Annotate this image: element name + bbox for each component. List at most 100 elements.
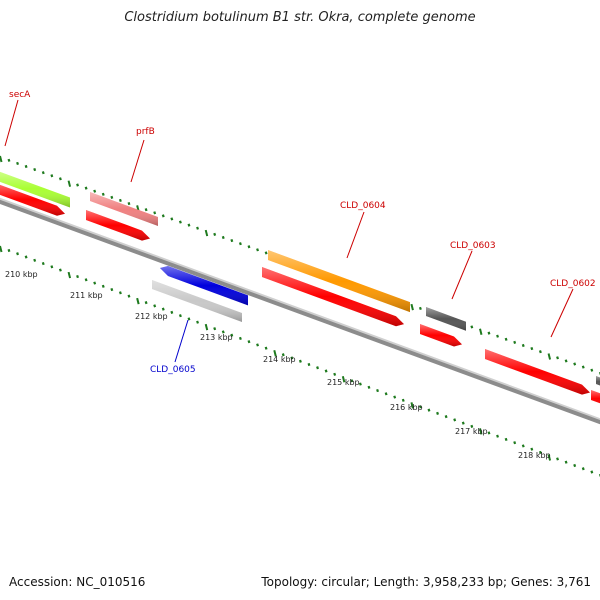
minor-tick (530, 447, 534, 451)
minor-tick (427, 408, 431, 412)
minor-tick (470, 325, 474, 329)
gene-label-layer: secA prfB CLD_0605 CLD_0604 CLD_0603 CLD… (4, 90, 596, 375)
major-tick (410, 303, 414, 311)
minor-tick (384, 392, 388, 396)
minor-tick (178, 314, 182, 318)
minor-tick (590, 470, 594, 474)
major-tick (341, 376, 346, 383)
gene-label-leader (550, 288, 574, 338)
minor-tick (418, 306, 422, 311)
minor-tick (281, 353, 285, 357)
minor-tick (153, 211, 157, 215)
map-title: Clostridium botulinum B1 str. Okra, comp… (124, 10, 476, 25)
gene-secA-feature[interactable] (0, 170, 70, 208)
gene-CLD_0604-feature[interactable] (268, 250, 410, 313)
minor-tick (161, 214, 165, 218)
minor-tick (564, 460, 568, 464)
minor-tick (513, 441, 517, 445)
gene-label-leader (130, 139, 145, 183)
minor-tick (504, 437, 508, 442)
minor-tick (170, 217, 174, 221)
minor-tick (24, 164, 28, 169)
major-tick (0, 245, 3, 253)
tick-label: 218 kbp (518, 451, 551, 460)
minor-tick (521, 343, 525, 348)
gene-label[interactable]: CLD_0605 (150, 365, 196, 375)
gene-label[interactable]: CLD_0604 (340, 201, 386, 211)
minor-tick (153, 304, 157, 308)
minor-tick (350, 379, 354, 383)
minor-tick (401, 398, 405, 402)
minor-tick (118, 291, 122, 295)
minor-tick (444, 415, 448, 419)
minor-tick (264, 251, 268, 255)
major-tick (136, 297, 140, 305)
minor-tick (84, 278, 88, 282)
minor-tick (461, 421, 465, 425)
minor-tick (393, 395, 397, 399)
minor-tick (76, 274, 79, 279)
minor-tick (93, 281, 97, 285)
gene-next-feature[interactable] (596, 376, 600, 388)
gene-CLD_0605-feature[interactable] (160, 265, 248, 306)
gene-label-leader (346, 211, 365, 259)
major-tick (0, 155, 3, 163)
minor-tick (247, 245, 251, 249)
minor-tick (358, 382, 362, 386)
minor-tick (298, 359, 302, 363)
minor-tick (213, 327, 217, 331)
minor-tick (178, 220, 182, 224)
cds-secA-feature[interactable] (0, 183, 65, 216)
minor-tick (247, 340, 251, 344)
minor-tick (316, 366, 319, 370)
gene-label[interactable]: prfB (136, 127, 155, 137)
minor-tick (264, 346, 268, 350)
gene-label[interactable]: secA (9, 90, 31, 100)
minor-tick (16, 161, 19, 166)
genome-stats-text: Topology: circular; Length: 3,958,233 bp… (261, 575, 591, 589)
gene-label[interactable]: CLD_0603 (450, 241, 496, 251)
minor-tick (24, 255, 28, 259)
feature-layer (0, 170, 600, 407)
minor-tick (58, 268, 62, 272)
minor-tick (556, 457, 559, 461)
minor-tick (436, 411, 439, 415)
minor-tick (307, 362, 311, 367)
minor-tick (556, 356, 559, 360)
minor-tick (496, 334, 499, 338)
gene-prfB-feature[interactable] (90, 192, 158, 226)
cds-prfB-feature[interactable] (86, 210, 150, 241)
minor-tick (110, 288, 114, 292)
major-tick (67, 180, 72, 187)
minor-tick (290, 356, 294, 360)
cds-CLD_0605-feature[interactable] (152, 280, 242, 323)
minor-tick (93, 189, 97, 193)
minor-tick (41, 261, 45, 266)
minor-tick (230, 238, 234, 243)
minor-tick (238, 242, 242, 246)
minor-tick (58, 177, 62, 181)
minor-tick (564, 359, 568, 363)
gene-label-leader (174, 319, 189, 363)
minor-tick (521, 444, 525, 448)
minor-tick (33, 258, 37, 262)
gene-label[interactable]: CLD_0602 (550, 279, 596, 289)
minor-tick (418, 405, 422, 409)
minor-tick (161, 307, 165, 311)
tick-label: 212 kbp (135, 312, 168, 321)
minor-tick (487, 331, 491, 335)
cds-CLD_0603-feature[interactable] (420, 324, 462, 347)
minor-tick (453, 418, 457, 422)
tick-label: 210 kbp (5, 270, 38, 279)
gene-label-leader (4, 99, 19, 147)
gene-CLD_0603-feature[interactable] (426, 307, 466, 331)
tick-label: 215 kbp (327, 378, 360, 387)
major-tick (67, 271, 72, 279)
cds-CLD_0604-feature[interactable] (262, 267, 404, 327)
major-tick (479, 328, 483, 336)
minor-tick (33, 168, 37, 172)
major-tick (547, 353, 552, 360)
gene-CLD_0602-feature[interactable] (485, 349, 590, 395)
major-tick (410, 402, 414, 409)
cds-CLD_0602-next-feature[interactable] (591, 390, 600, 407)
